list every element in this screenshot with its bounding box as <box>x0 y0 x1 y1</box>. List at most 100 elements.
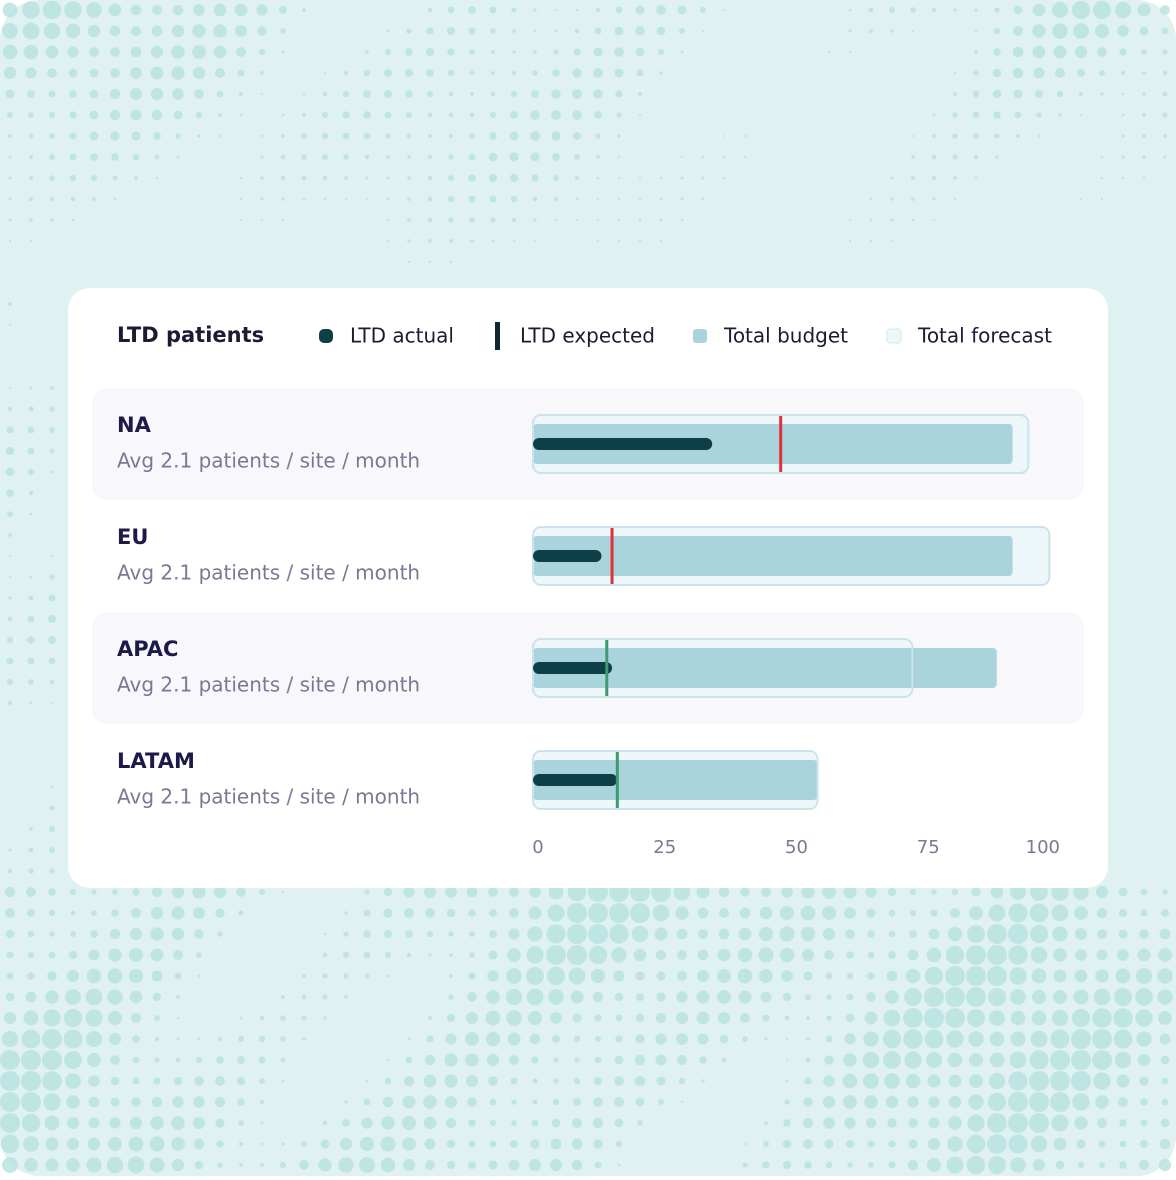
dot <box>656 1076 666 1086</box>
dot <box>609 924 629 944</box>
dot <box>969 906 983 920</box>
dot <box>281 134 285 138</box>
dot <box>85 988 103 1006</box>
dot <box>386 29 390 33</box>
dot <box>152 992 162 1002</box>
dot <box>131 131 141 141</box>
dot <box>924 966 944 986</box>
dot <box>890 176 894 180</box>
dot <box>843 1095 857 1109</box>
dot <box>553 1078 559 1084</box>
dot <box>489 6 497 14</box>
dot <box>149 1136 165 1152</box>
dot <box>468 27 476 35</box>
dot <box>25 991 37 1003</box>
dot <box>635 971 645 981</box>
dot <box>339 1137 353 1151</box>
dot <box>323 1016 327 1020</box>
dot <box>28 406 34 412</box>
dot <box>260 218 264 222</box>
dot <box>888 1161 896 1169</box>
dot <box>1056 90 1064 98</box>
dot <box>633 948 647 962</box>
dot <box>238 910 244 916</box>
dot <box>927 1074 941 1088</box>
dot <box>112 175 118 181</box>
dot <box>596 197 600 201</box>
dot <box>511 1120 517 1126</box>
dot <box>110 1055 120 1065</box>
dot <box>489 111 497 119</box>
dot <box>887 1118 897 1128</box>
dot <box>239 113 243 117</box>
dot <box>680 50 684 54</box>
dot <box>846 993 854 1001</box>
dot <box>488 1076 498 1086</box>
dot <box>425 47 435 57</box>
dot <box>635 26 645 36</box>
dot <box>738 927 752 941</box>
dot <box>843 885 857 899</box>
dot <box>763 1141 769 1147</box>
dot <box>1012 67 1024 79</box>
dot <box>150 1116 164 1130</box>
dot <box>722 176 726 180</box>
dot <box>380 1136 396 1152</box>
dot <box>45 45 59 59</box>
dot <box>1121 92 1125 96</box>
dot <box>486 990 500 1004</box>
dot <box>69 132 77 140</box>
dot <box>50 701 54 705</box>
dot <box>890 29 894 33</box>
dot <box>322 112 328 118</box>
dot <box>1118 929 1128 939</box>
dot <box>1050 1071 1070 1091</box>
dot <box>29 827 33 831</box>
dot <box>932 218 936 222</box>
dot <box>1163 155 1167 159</box>
dot <box>590 968 606 984</box>
dot <box>659 218 663 222</box>
dot <box>1075 949 1087 961</box>
dot <box>344 911 348 915</box>
legend-label: LTD expected <box>520 324 655 348</box>
dot <box>697 949 709 961</box>
dot <box>89 47 99 57</box>
dot <box>1097 929 1107 939</box>
dot <box>865 1117 877 1129</box>
dot <box>63 1029 83 1049</box>
dot <box>490 217 496 223</box>
dot <box>448 112 454 118</box>
dot <box>338 1157 354 1173</box>
dot <box>571 1138 583 1150</box>
dot <box>1029 903 1049 923</box>
dot <box>281 197 285 201</box>
dot <box>911 29 915 33</box>
dot <box>827 50 831 54</box>
dot <box>946 1030 964 1048</box>
dot <box>989 1031 1005 1047</box>
dot <box>638 113 642 117</box>
dot <box>761 887 771 897</box>
category-label: EU <box>117 525 148 549</box>
dot <box>407 176 411 180</box>
actual-bar <box>533 438 713 450</box>
dot <box>547 904 565 922</box>
dot <box>491 71 495 75</box>
dot <box>532 196 538 202</box>
dot <box>882 1029 902 1049</box>
dot <box>111 909 119 917</box>
dot <box>2 1157 18 1173</box>
expected-marker <box>779 416 783 472</box>
dot <box>885 1095 899 1109</box>
dot <box>635 5 645 15</box>
dot <box>128 968 144 984</box>
dot <box>8 323 12 327</box>
dot <box>110 1097 120 1107</box>
dot <box>825 1161 833 1169</box>
dot <box>593 1076 603 1086</box>
dot <box>427 196 433 202</box>
dot <box>867 930 875 938</box>
dot <box>342 1119 350 1127</box>
dot <box>192 885 206 899</box>
